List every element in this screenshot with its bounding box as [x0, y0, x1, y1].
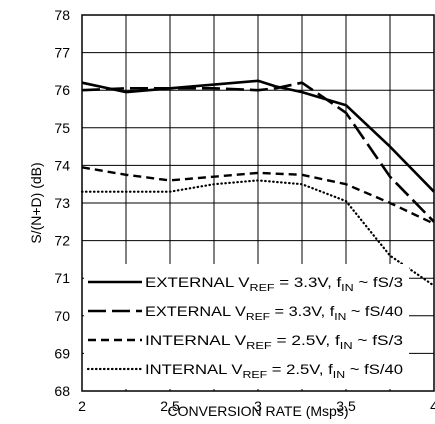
legend-entry-4: INTERNAL V REF = 2.5V, f IN ~ fS/40 — [145, 362, 403, 381]
series-layer — [80, 79, 435, 287]
y-tick-label: 72 — [54, 233, 70, 249]
y-tick-label: 73 — [54, 195, 70, 211]
y-tick-label: 75 — [54, 120, 70, 136]
x-tick-label: 3.5 — [336, 398, 356, 414]
plot-border — [81, 14, 435, 392]
grid — [82, 15, 434, 391]
x-tick-label: 3 — [254, 398, 262, 414]
legend: EXTERNAL V REF = 3.3V, f IN ~ fS/3 EXTERNAL… — [84, 264, 409, 389]
series-line-1 — [81, 79, 435, 193]
x-tick-label: 2 — [78, 398, 86, 414]
x-axis-label: CONVERSION RATE (Msps) — [168, 403, 349, 419]
y-axis-label: S/(N+D) (dB) — [28, 162, 44, 243]
x-tick-label: 2.5 — [160, 398, 180, 414]
tick-labels: 68 69 70 71 72 73 74 75 76 77 78 2 2.5 3 3.5 4 — [54, 7, 435, 414]
y-tick-label: 77 — [54, 45, 70, 61]
y-tick-label: 71 — [54, 270, 70, 286]
y-tick-label: 70 — [54, 308, 70, 324]
series-line-3 — [81, 166, 435, 225]
y-tick-label: 78 — [54, 7, 70, 23]
legend-entry-1: EXTERNAL V REF = 3.3V, f IN ~ fS/3 — [145, 275, 403, 294]
legend-entry-3: INTERNAL V REF = 2.5V, f IN ~ fS/3 — [145, 333, 403, 352]
legend-background — [84, 264, 409, 389]
y-tick-label: 74 — [54, 157, 70, 173]
series-line-4 — [80, 179, 435, 287]
x-tick-label: 4 — [430, 398, 435, 414]
legend-entry-2: EXTERNAL V REF = 3.3V, f IN ~ fS/40 — [145, 304, 403, 323]
y-tick-label: 76 — [54, 82, 70, 98]
y-tick-label: 69 — [54, 345, 70, 361]
y-tick-label: 68 — [54, 383, 70, 399]
series-line-2 — [81, 81, 435, 223]
